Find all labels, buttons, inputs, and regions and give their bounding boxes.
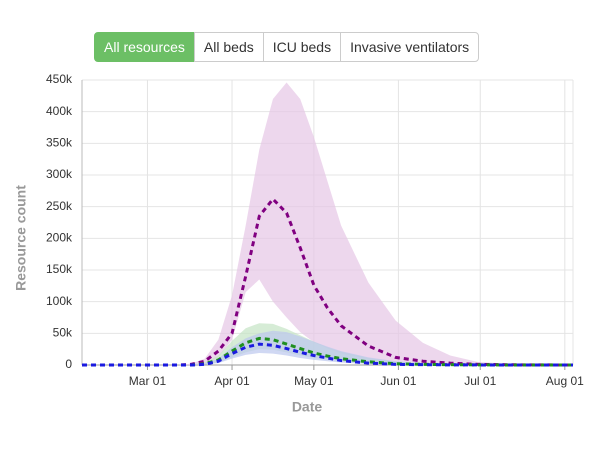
y-tick-label: 50k bbox=[53, 326, 73, 340]
y-tick-label: 150k bbox=[46, 262, 73, 276]
tab-button[interactable]: Invasive ventilators bbox=[340, 32, 480, 62]
x-tick-label: Aug 01 bbox=[546, 374, 584, 388]
y-tick-label: 0 bbox=[65, 357, 72, 371]
confidence-band bbox=[82, 330, 573, 365]
y-tick-label: 450k bbox=[46, 72, 73, 86]
y-tick-label: 100k bbox=[46, 294, 73, 308]
x-tick-label: Apr 01 bbox=[214, 374, 250, 388]
confidence-band bbox=[82, 82, 573, 366]
tab-button[interactable]: ICU beds bbox=[262, 32, 342, 62]
x-tick-label: Jun 01 bbox=[380, 374, 416, 388]
button-group: All resources All beds ICU beds Invasive ve… bbox=[94, 32, 480, 62]
x-tick-label: Jul 01 bbox=[464, 374, 496, 388]
tab-button[interactable]: All resources bbox=[94, 32, 195, 62]
x-tick-label: Mar 01 bbox=[129, 374, 167, 388]
x-tick-label: May 01 bbox=[294, 374, 334, 388]
y-tick-label: 350k bbox=[46, 136, 73, 150]
y-tick-label: 250k bbox=[46, 199, 73, 213]
y-tick-label: 300k bbox=[46, 167, 73, 181]
y-tick-label: 200k bbox=[46, 231, 73, 245]
y-tick-label: 400k bbox=[46, 104, 73, 118]
line bbox=[82, 342, 573, 367]
y-axis-label: Resource count bbox=[13, 185, 29, 291]
tab-button[interactable]: All beds bbox=[193, 32, 264, 62]
x-axis-label: Date bbox=[292, 399, 323, 415]
line bbox=[82, 196, 574, 367]
